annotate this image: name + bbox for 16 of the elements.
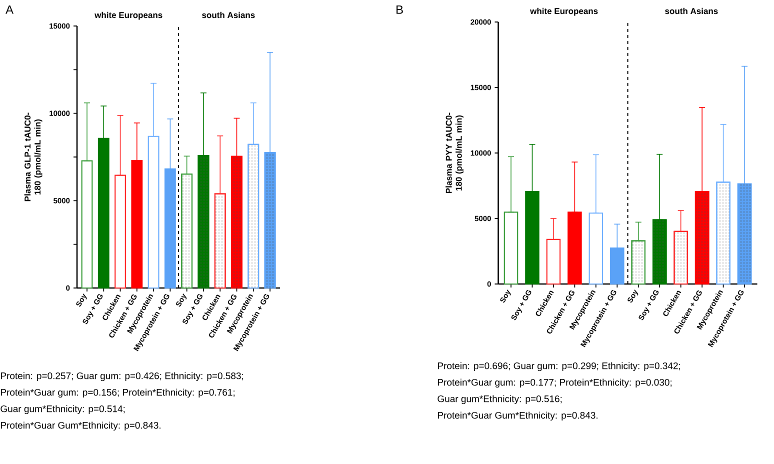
y-axis-title: Plasma GLP-1 tAUC0-180 (pmol/mL min)	[24, 112, 42, 202]
text: Protein: p=0.696; Guar gum: p=0.299; Ethnicity: p=0.342;	[438, 362, 680, 372]
text: Protein*Guar gum: p=0.177; Protein*Ethnicity: p=0.030;	[438, 378, 672, 388]
text: B	[396, 6, 403, 14]
text: Guar gum*Ethnicity: p=0.516;	[438, 395, 562, 404]
y-axis-title: Plasma PYY tAUC0-180 (pmol/mL min)	[446, 112, 464, 194]
text: white Europeans	[530, 8, 598, 16]
text: Protein: p=0.257; Guar gum: p=0.426; Ethnicity: p=0.583;	[0, 372, 244, 382]
text: white Europeans	[94, 12, 162, 20]
text: Protein*Guar gum: p=0.156; Protein*Ethnicity: p=0.761;	[0, 388, 234, 398]
chart-title: A	[6, 6, 14, 14]
text: Guar gum*Ethnicity: p=0.514;	[0, 405, 125, 414]
text: south Asians	[665, 8, 718, 14]
text: south Asians	[202, 12, 255, 18]
text: Protein*Guar Gum*Ethnicity: p=0.843.	[438, 412, 598, 421]
text: Protein*Guar Gum*Ethnicity: p=0.843.	[0, 422, 160, 431]
